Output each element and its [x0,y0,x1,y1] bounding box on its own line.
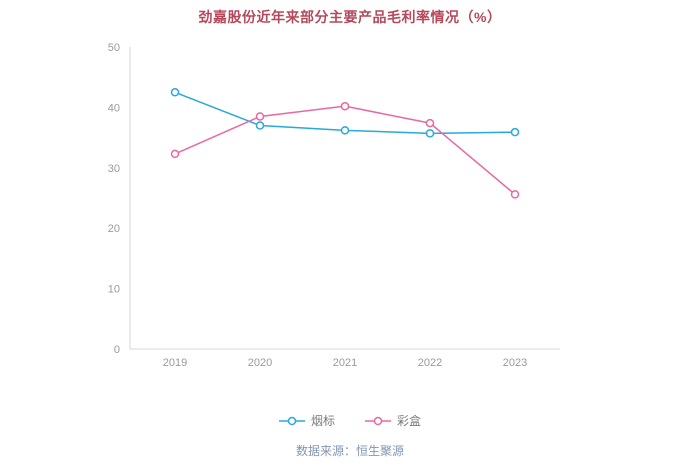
svg-text:0: 0 [114,344,120,356]
legend-item[interactable]: 烟标 [278,412,335,429]
svg-text:20: 20 [108,223,120,235]
svg-text:10: 10 [108,284,120,296]
svg-text:2020: 2020 [248,357,272,369]
legend-label: 彩盒 [397,414,422,428]
legend-label: 烟标 [310,414,335,428]
chart-legend: 烟标 彩盒 [0,412,700,429]
line-chart-canvas: 0 10 20 30 40 50 2019 2020 2021 2022 2023 [108,42,560,369]
svg-text:2023: 2023 [503,357,527,369]
svg-text:30: 30 [108,163,120,175]
svg-text:2019: 2019 [163,357,187,369]
svg-text:50: 50 [108,42,120,54]
legend-item[interactable]: 彩盒 [365,412,421,429]
svg-text:2021: 2021 [333,357,357,369]
line-marker-icon [365,416,391,425]
svg-text:40: 40 [108,102,120,114]
chart-title: 劲嘉股份近年来部分主要产品毛利率情况（%） [198,9,502,25]
data-source: 数据来源：恒生聚源 [295,444,404,458]
line-marker-icon [278,416,305,425]
svg-text:2022: 2022 [418,357,442,369]
